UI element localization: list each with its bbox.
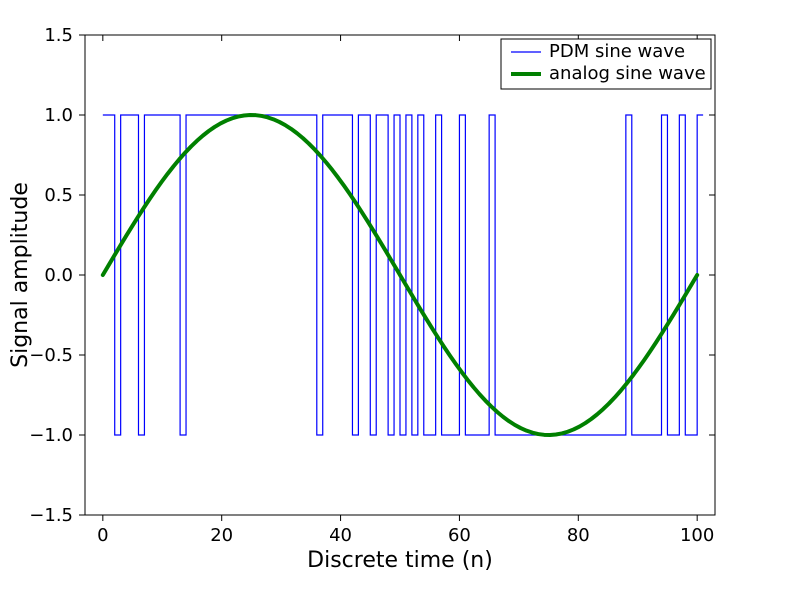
legend-label: analog sine wave — [549, 63, 706, 84]
y-tick-label: 1.5 — [44, 25, 73, 46]
legend-label: PDM sine wave — [549, 41, 685, 62]
y-tick-label: −1.0 — [29, 425, 73, 446]
x-tick-label: 80 — [567, 525, 590, 546]
x-tick-label: 0 — [97, 525, 108, 546]
y-tick-label: 0.0 — [44, 265, 73, 286]
x-tick-label: 100 — [680, 525, 714, 546]
x-tick-label: 60 — [448, 525, 471, 546]
y-axis-label: Signal amplitude — [8, 182, 33, 368]
x-tick-label: 20 — [210, 525, 233, 546]
x-axis-label: Discrete time (n) — [307, 548, 493, 573]
y-tick-label: −0.5 — [29, 345, 73, 366]
y-tick-label: 0.5 — [44, 185, 73, 206]
chart-svg: 0 20 40 60 80 100 −1.5 −1.0 −0.5 0.0 0.5 1.0 1.5 Disc… — [0, 0, 800, 600]
x-tick-label: 40 — [329, 525, 352, 546]
y-tick-label: 1.0 — [44, 105, 73, 126]
y-tick-label: −1.5 — [29, 505, 73, 526]
